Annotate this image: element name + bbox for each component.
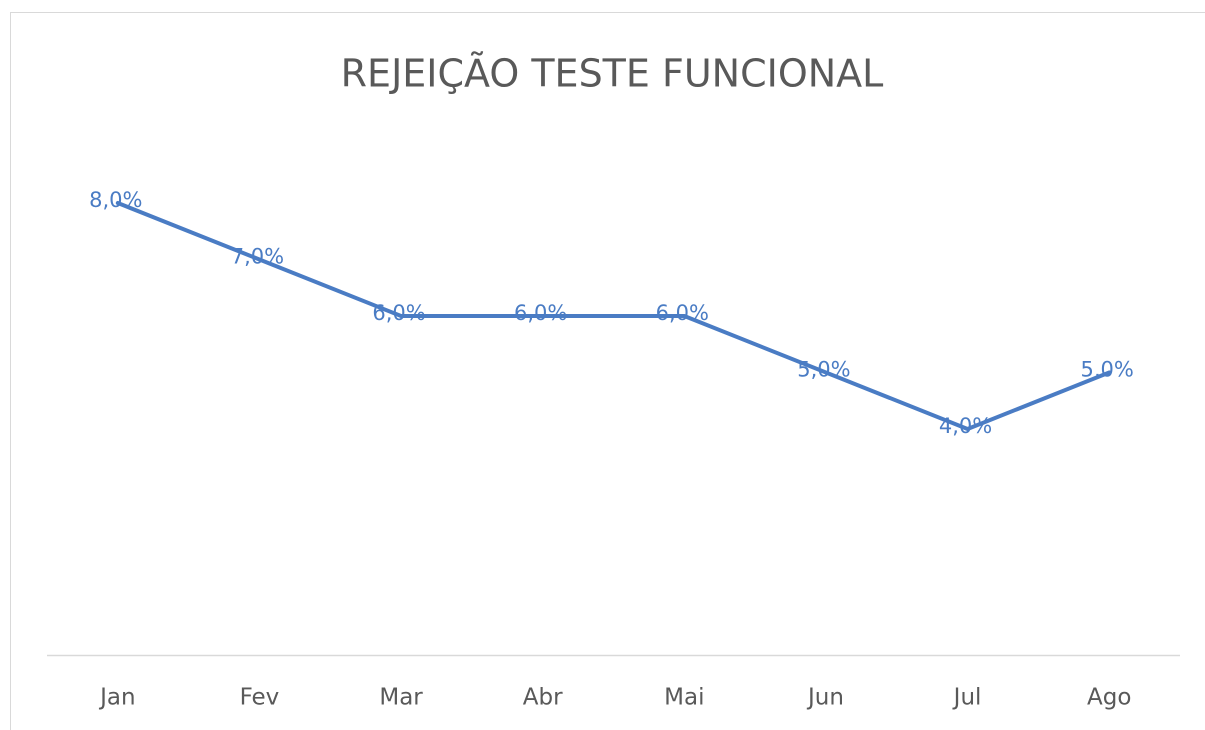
x-tick-label: Mai bbox=[664, 685, 704, 711]
data-label: 5,0% bbox=[1081, 358, 1134, 382]
x-tick-label: Ago bbox=[1087, 685, 1131, 711]
data-line bbox=[115, 201, 1112, 431]
x-tick-label: Mar bbox=[379, 685, 423, 711]
data-label: 6,0% bbox=[656, 301, 709, 325]
x-tick-label: Jun bbox=[806, 685, 844, 711]
x-tick-label: Fev bbox=[240, 685, 280, 711]
x-tick-label: Abr bbox=[523, 685, 563, 711]
data-label: 5,0% bbox=[797, 358, 850, 382]
data-label: 4,0% bbox=[939, 414, 992, 438]
data-label: 8,0% bbox=[89, 188, 142, 212]
x-tick-label: Jan bbox=[98, 685, 135, 711]
data-label: 6,0% bbox=[372, 301, 425, 325]
x-tick-label: Jul bbox=[952, 685, 982, 711]
chart-title: REJEIÇÃO TESTE FUNCIONAL bbox=[341, 52, 884, 96]
chart-frame bbox=[10, 12, 1205, 730]
data-label: 6,0% bbox=[514, 301, 567, 325]
data-label: 7,0% bbox=[231, 245, 284, 269]
